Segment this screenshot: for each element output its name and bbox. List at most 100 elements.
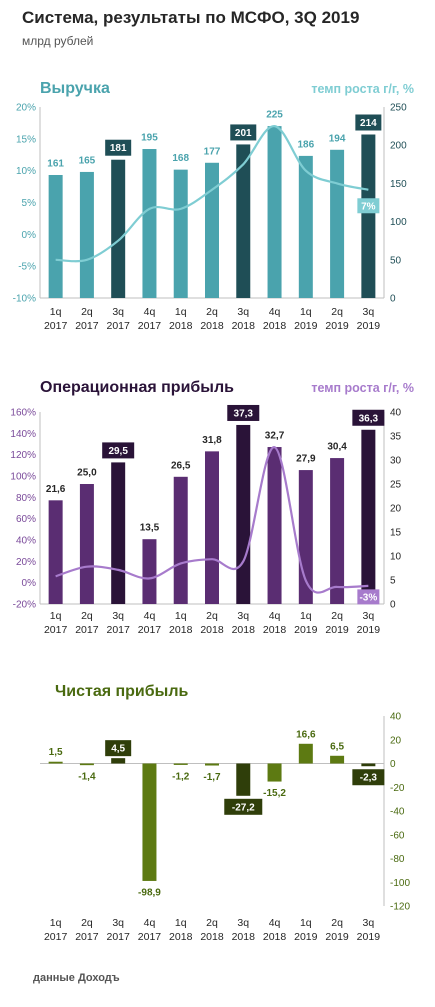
value-label: 177: [204, 146, 221, 157]
bar: [173, 763, 188, 765]
growth-axis-tick: 20%: [16, 557, 36, 568]
growth-last-label-box: [357, 198, 380, 214]
bar-axis-tick: 20: [390, 735, 402, 746]
category-label-quarter: 4q: [269, 306, 281, 318]
value-label-box: [224, 798, 263, 815]
category-label-quarter: 3q: [237, 610, 249, 622]
bar-axis-tick: 35: [390, 432, 402, 443]
growth-last-label: -3%: [359, 592, 377, 603]
value-label: 32,7: [265, 431, 285, 442]
bar-axis-tick: 0: [390, 759, 396, 770]
category-label-year: 2019: [325, 320, 349, 332]
category-label-quarter: 2q: [331, 917, 343, 929]
category-label-quarter: 2q: [331, 610, 343, 622]
bar: [205, 162, 219, 298]
value-label-box: [102, 442, 135, 459]
category-label-year: 2018: [232, 931, 256, 943]
value-label: 27,9: [296, 454, 316, 465]
growth-axis-title: темп роста г/г, %: [311, 381, 414, 395]
operating-profit-chart: Операционная прибыль темп роста г/г, % 0 5 1…: [10, 379, 414, 636]
category-label-quarter: 4q: [269, 610, 281, 622]
growth-axis-tick: 10%: [16, 166, 36, 177]
bar-axis-tick: 5: [390, 576, 396, 587]
category-label-year: 2017: [75, 624, 99, 636]
bar: [205, 763, 219, 766]
category-label-year: 2018: [232, 624, 256, 636]
bar: [48, 174, 63, 298]
category-label-quarter: 1q: [300, 610, 312, 622]
bar: [48, 500, 63, 604]
category-label-year: 2018: [200, 320, 224, 332]
category-label-quarter: 2q: [81, 917, 93, 929]
value-label-box: [352, 409, 385, 426]
growth-axis-tick: 20%: [16, 103, 36, 114]
bar-axis-tick: 40: [390, 408, 402, 419]
bar: [111, 159, 126, 298]
bar: [79, 171, 94, 298]
value-label: 31,8: [202, 435, 222, 446]
growth-axis-tick: 40%: [16, 536, 36, 547]
category-label-quarter: 2q: [206, 306, 218, 318]
category-label-year: 2018: [263, 320, 287, 332]
value-label: 165: [79, 155, 96, 166]
bar-axis-tick: 150: [390, 179, 407, 190]
category-label-year: 2018: [263, 931, 287, 943]
category-label-year: 2017: [107, 931, 131, 943]
bar-axis-tick: 0: [390, 600, 396, 611]
bar-axis-tick: -100: [390, 878, 410, 889]
value-label: 6,5: [330, 741, 344, 752]
bar: [298, 743, 313, 764]
bar: [111, 758, 126, 764]
category-label-year: 2019: [357, 931, 381, 943]
panel-title: Выручка: [40, 80, 110, 97]
growth-last-label-box: [357, 589, 380, 605]
bar-axis-tick: -120: [390, 902, 410, 913]
category-label-year: 2018: [169, 931, 193, 943]
category-label-year: 2018: [232, 320, 256, 332]
category-label-year: 2017: [107, 320, 131, 332]
growth-last-label: 7%: [361, 201, 376, 212]
bar-axis-tick: 20: [390, 504, 402, 515]
category-label-year: 2019: [357, 320, 381, 332]
category-label-quarter: 4q: [269, 917, 281, 929]
category-label-year: 2018: [200, 931, 224, 943]
bar-axis-tick: 50: [390, 255, 402, 266]
category-label-year: 2017: [138, 320, 162, 332]
panel-title: Чистая прибыль: [55, 683, 188, 700]
bar: [48, 761, 63, 764]
category-label-quarter: 4q: [144, 917, 156, 929]
bar: [361, 763, 376, 767]
bar: [142, 149, 157, 298]
value-label: 201: [235, 128, 252, 139]
category-label-quarter: 1q: [175, 917, 187, 929]
bar: [361, 134, 376, 298]
category-label-quarter: 2q: [331, 306, 343, 318]
category-label-quarter: 4q: [144, 306, 156, 318]
growth-axis-tick: 0%: [22, 230, 37, 241]
panel-title: Операционная прибыль: [40, 379, 234, 396]
category-label-quarter: 2q: [206, 610, 218, 622]
value-label-box: [230, 124, 257, 141]
category-label-year: 2018: [169, 624, 193, 636]
value-label: 4,5: [111, 744, 125, 755]
growth-line: [55, 125, 369, 263]
category-label-year: 2019: [294, 931, 318, 943]
growth-axis-tick: 5%: [22, 198, 37, 209]
category-label-year: 2017: [107, 624, 131, 636]
category-label-quarter: 3q: [237, 917, 249, 929]
growth-axis-tick: 60%: [16, 514, 36, 525]
growth-axis-tick: 140%: [10, 429, 36, 440]
value-label: 29,5: [108, 446, 128, 457]
category-label-quarter: 2q: [81, 306, 93, 318]
category-label-quarter: 3q: [363, 306, 375, 318]
bar: [79, 484, 94, 604]
value-label-box: [227, 404, 260, 421]
category-label-year: 2017: [44, 624, 68, 636]
value-label: 161: [47, 158, 64, 169]
bar: [298, 155, 313, 298]
net-profit-chart: Чистая прибыль -120 -100 -80 -60 -40 -20 0 20 40 1…: [40, 683, 410, 943]
value-label: 225: [266, 110, 283, 121]
value-label: -98,9: [138, 887, 161, 898]
bar-axis-tick: -40: [390, 807, 405, 818]
growth-axis-tick: -20%: [13, 600, 36, 611]
